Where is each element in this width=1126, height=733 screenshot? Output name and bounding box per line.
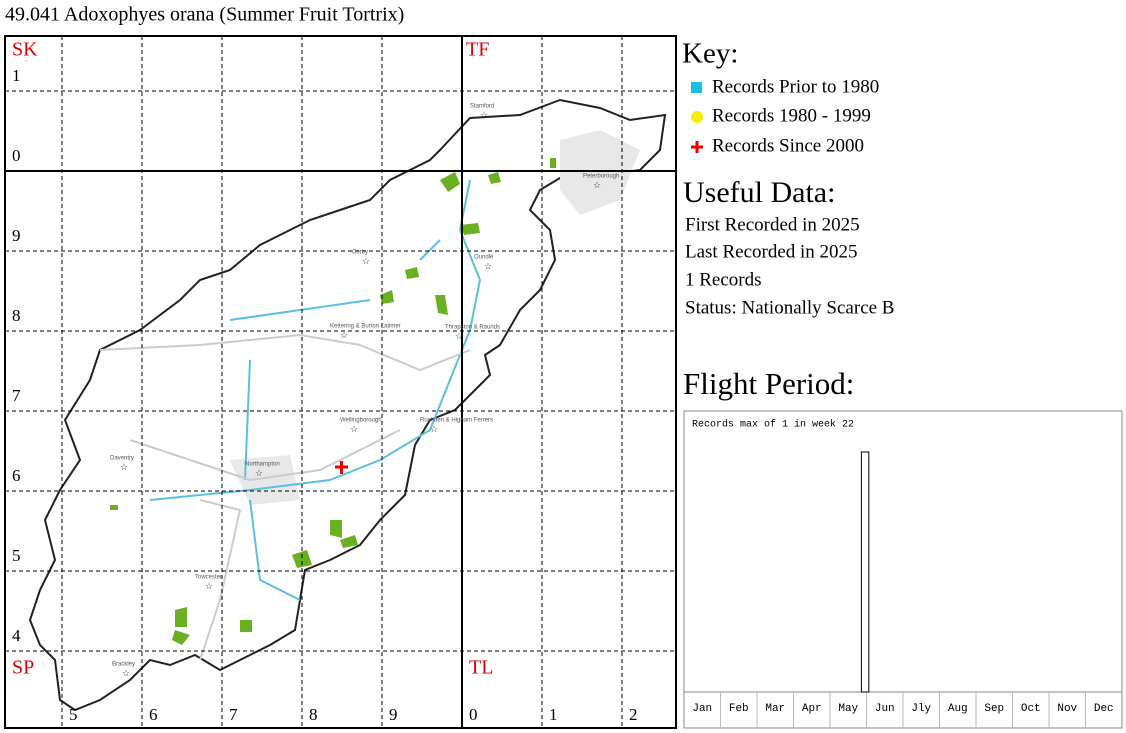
map: SK TF SP TL ☆Stamford☆Peterborough☆Corby… [4, 35, 677, 729]
column-label: 1 [549, 705, 558, 724]
town-star: ☆ [120, 462, 128, 472]
square-label: TF [466, 39, 489, 61]
flight-chart-frame [683, 410, 1123, 729]
town-star: ☆ [122, 668, 130, 678]
row-label: 6 [12, 466, 21, 485]
town-label: Brackley [112, 662, 135, 668]
town-star: ☆ [205, 581, 213, 591]
key-item: Records Since 2000 [712, 135, 864, 156]
square-labels: SK TF SP TL [12, 39, 493, 679]
month-label: Jun [875, 703, 895, 715]
month-label: Oct [1021, 703, 1041, 715]
town-star: ☆ [255, 468, 263, 478]
town-star: ☆ [362, 256, 370, 266]
town-star: ☆ [430, 424, 438, 434]
town-star: ☆ [340, 330, 348, 340]
month-label: Apr [802, 703, 822, 715]
row-label: 9 [12, 226, 21, 245]
key-item: Records Prior to 1980 [712, 76, 879, 97]
town-label: Rushden & Higham Ferrers [420, 418, 493, 424]
row-label: 4 [12, 626, 21, 645]
key-symbol [691, 141, 703, 153]
river [149, 179, 482, 601]
month-label: Jly [911, 703, 931, 715]
flight-period: Flight Period: Records max of 1 in week … [683, 366, 1123, 729]
row-label: 5 [12, 546, 21, 565]
month-label: Mar [765, 703, 785, 715]
key-item: Records 1980 - 1999 [712, 105, 871, 126]
town-label: Kettering & Burton Latimer [330, 324, 401, 330]
town-star: ☆ [350, 424, 358, 434]
key: Key: Records Prior to 1980 Records 1980 … [682, 38, 879, 157]
title: 49.041 Adoxophyes orana (Summer Fruit To… [5, 4, 404, 26]
town-label: Towcester [195, 575, 222, 581]
square-label: SK [12, 39, 38, 61]
row-label: 1 [12, 66, 21, 85]
flight-note: Records max of 1 in week 22 [692, 419, 854, 431]
town-star: ☆ [593, 180, 601, 190]
row-label: 8 [12, 306, 21, 325]
row-label: 0 [12, 146, 21, 165]
month-label: Aug [948, 703, 968, 715]
column-label: 9 [389, 705, 398, 724]
month-label: Nov [1057, 703, 1077, 715]
road [99, 333, 471, 661]
column-label: 2 [629, 705, 638, 724]
record-marker [335, 461, 348, 474]
town-star: ☆ [480, 110, 488, 120]
column-label: 5 [69, 705, 78, 724]
flight-title: Flight Period: [683, 366, 854, 401]
useful-data-line: 1 Records [685, 269, 762, 290]
useful-data-line: Status: Nationally Scarce B [685, 297, 894, 318]
square-label: SP [12, 657, 34, 679]
month-label: Jan [692, 703, 712, 715]
town-label: Stamford [470, 104, 494, 110]
town-label: Thrapston & Raunds [445, 325, 500, 331]
town-star: ☆ [484, 261, 492, 271]
column-label: 7 [229, 705, 238, 724]
useful-data: Useful Data: First Recorded in 2025 Last… [683, 176, 894, 318]
town-label: Northampton [245, 462, 280, 468]
grid [5, 36, 676, 728]
row-label: 7 [12, 386, 21, 405]
town-label: Oundle [474, 255, 494, 261]
towns: ☆Stamford☆Peterborough☆Corby☆Oundle☆Kett… [110, 104, 619, 678]
column-label: 0 [469, 705, 478, 724]
key-symbol [691, 82, 702, 93]
month-label: Dec [1094, 703, 1114, 715]
town-label: Peterborough [583, 174, 619, 180]
month-label: Sep [984, 703, 1004, 715]
month-label: Feb [729, 703, 749, 715]
key-symbol [691, 111, 703, 123]
square-label: TL [469, 657, 493, 679]
useful-data-title: Useful Data: [683, 176, 835, 209]
county-outline [28, 98, 667, 712]
town-label: Corby [352, 250, 368, 256]
column-labels: 5 6 7 8 9 0 1 2 [69, 705, 638, 724]
column-label: 6 [149, 705, 158, 724]
town-label: Wellingborough [340, 418, 382, 424]
useful-data-line: Last Recorded in 2025 [685, 241, 858, 262]
column-label: 8 [309, 705, 318, 724]
week-bar [860, 451, 870, 693]
key-title: Key: [682, 38, 738, 70]
month-label: May [838, 703, 858, 715]
town-star: ☆ [455, 331, 463, 341]
useful-data-line: First Recorded in 2025 [685, 214, 860, 235]
urban-area [230, 130, 640, 505]
town-label: Daventry [110, 456, 134, 462]
